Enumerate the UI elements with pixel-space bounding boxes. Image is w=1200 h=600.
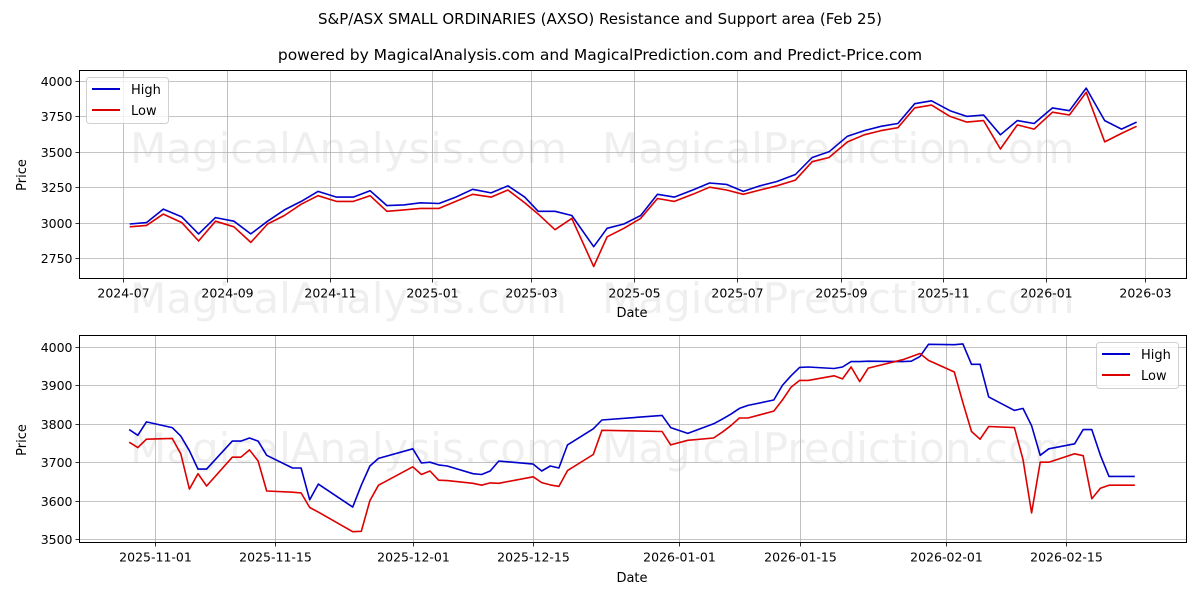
chart-subtitle: powered by MagicalAnalysis.com and Magic… <box>277 46 923 64</box>
x-tick-label: 2024-07 <box>97 286 149 301</box>
x-tick-label: 2025-07 <box>711 286 763 301</box>
top-legend: High Low <box>86 77 169 124</box>
series-line-low <box>128 352 1135 533</box>
x-tick-label: 2026-02-01 <box>910 550 983 565</box>
x-tick-label: 2025-11-01 <box>119 550 192 565</box>
series-line-high <box>129 87 1137 248</box>
series-line-high <box>128 343 1135 508</box>
x-tick-label: 2025-03 <box>505 286 557 301</box>
series-line-low <box>129 91 1137 268</box>
bottom-x-ticks: 2025-11-01 2025-11-15 2025-12-01 2025-12-15… <box>119 542 1103 565</box>
x-tick-label: 2025-11-15 <box>239 550 312 565</box>
y-tick-label: 3750 <box>41 109 73 124</box>
x-tick-label: 2025-09 <box>815 286 867 301</box>
top-axes-frame <box>79 70 1187 279</box>
y-tick-label: 3700 <box>41 455 73 470</box>
watermark-mid-left: MagicalAnalysis.com <box>130 274 567 323</box>
x-tick-label: 2026-03 <box>1119 286 1171 301</box>
y-tick-label: 3600 <box>41 494 73 509</box>
x-tick-label: 2025-12-15 <box>497 550 570 565</box>
top-chart: MagicalAnalysis.com MagicalPrediction.co… <box>15 70 1187 323</box>
y-tick-label: 3250 <box>41 180 73 195</box>
x-tick-label: 2026-01-01 <box>643 550 716 565</box>
bottom-x-axis-label: Date <box>616 571 647 586</box>
top-series <box>129 87 1137 268</box>
top-y-axis-label: Price <box>15 159 30 191</box>
watermark-mid-right: MagicalPrediction.com <box>602 274 1075 323</box>
x-tick-label: 2026-02-15 <box>1030 550 1103 565</box>
y-tick-label: 3500 <box>41 532 73 547</box>
chart-title: S&P/ASX SMALL ORDINARIES (AXSO) Resistan… <box>318 10 882 28</box>
y-tick-label: 3800 <box>41 417 73 432</box>
y-tick-label: 4000 <box>41 74 73 89</box>
x-tick-label: 2026-01 <box>1020 286 1072 301</box>
y-tick-label: 3900 <box>41 378 73 393</box>
y-tick-label: 3500 <box>41 145 73 160</box>
bottom-legend: High Low <box>1096 342 1179 389</box>
bottom-y-ticks: 3500 3600 3700 3800 3900 4000 <box>41 340 80 547</box>
top-x-axis-label: Date <box>616 306 647 321</box>
x-tick-label: 2024-11 <box>304 286 356 301</box>
watermark-top-left: MagicalAnalysis.com <box>130 124 567 173</box>
x-tick-label: 2025-01 <box>406 286 458 301</box>
legend-high-label: High <box>1141 348 1171 363</box>
legend-low-label: Low <box>131 104 157 119</box>
top-y-ticks: 2750 3000 3250 3500 3750 4000 <box>41 74 80 266</box>
bottom-axes-frame <box>79 335 1187 543</box>
x-tick-label: 2025-12-01 <box>377 550 450 565</box>
x-tick-label: 2025-11 <box>917 286 969 301</box>
y-tick-label: 2750 <box>41 251 73 266</box>
legend-high-label: High <box>131 83 161 98</box>
bottom-y-axis-label: Price <box>15 424 30 456</box>
x-tick-label: 2024-09 <box>201 286 253 301</box>
bottom-series <box>128 343 1135 533</box>
x-tick-label: 2025-05 <box>608 286 660 301</box>
legend-low-label: Low <box>1141 369 1167 384</box>
top-x-ticks: 2024-07 2024-09 2024-11 2025-01 2025-03 2025-… <box>97 278 1172 301</box>
watermark-bottom-right: MagicalPrediction.com <box>602 424 1075 473</box>
bottom-grid <box>79 335 1187 543</box>
watermark-top-right: MagicalPrediction.com <box>602 124 1075 173</box>
watermark-bottom-left: MagicalAnalysis.com <box>130 424 567 473</box>
y-tick-label: 3000 <box>41 216 73 231</box>
x-tick-label: 2026-01-15 <box>764 550 837 565</box>
bottom-chart: MagicalAnalysis.com MagicalPrediction.co… <box>15 335 1187 586</box>
y-tick-label: 4000 <box>41 340 73 355</box>
top-grid <box>79 70 1187 279</box>
